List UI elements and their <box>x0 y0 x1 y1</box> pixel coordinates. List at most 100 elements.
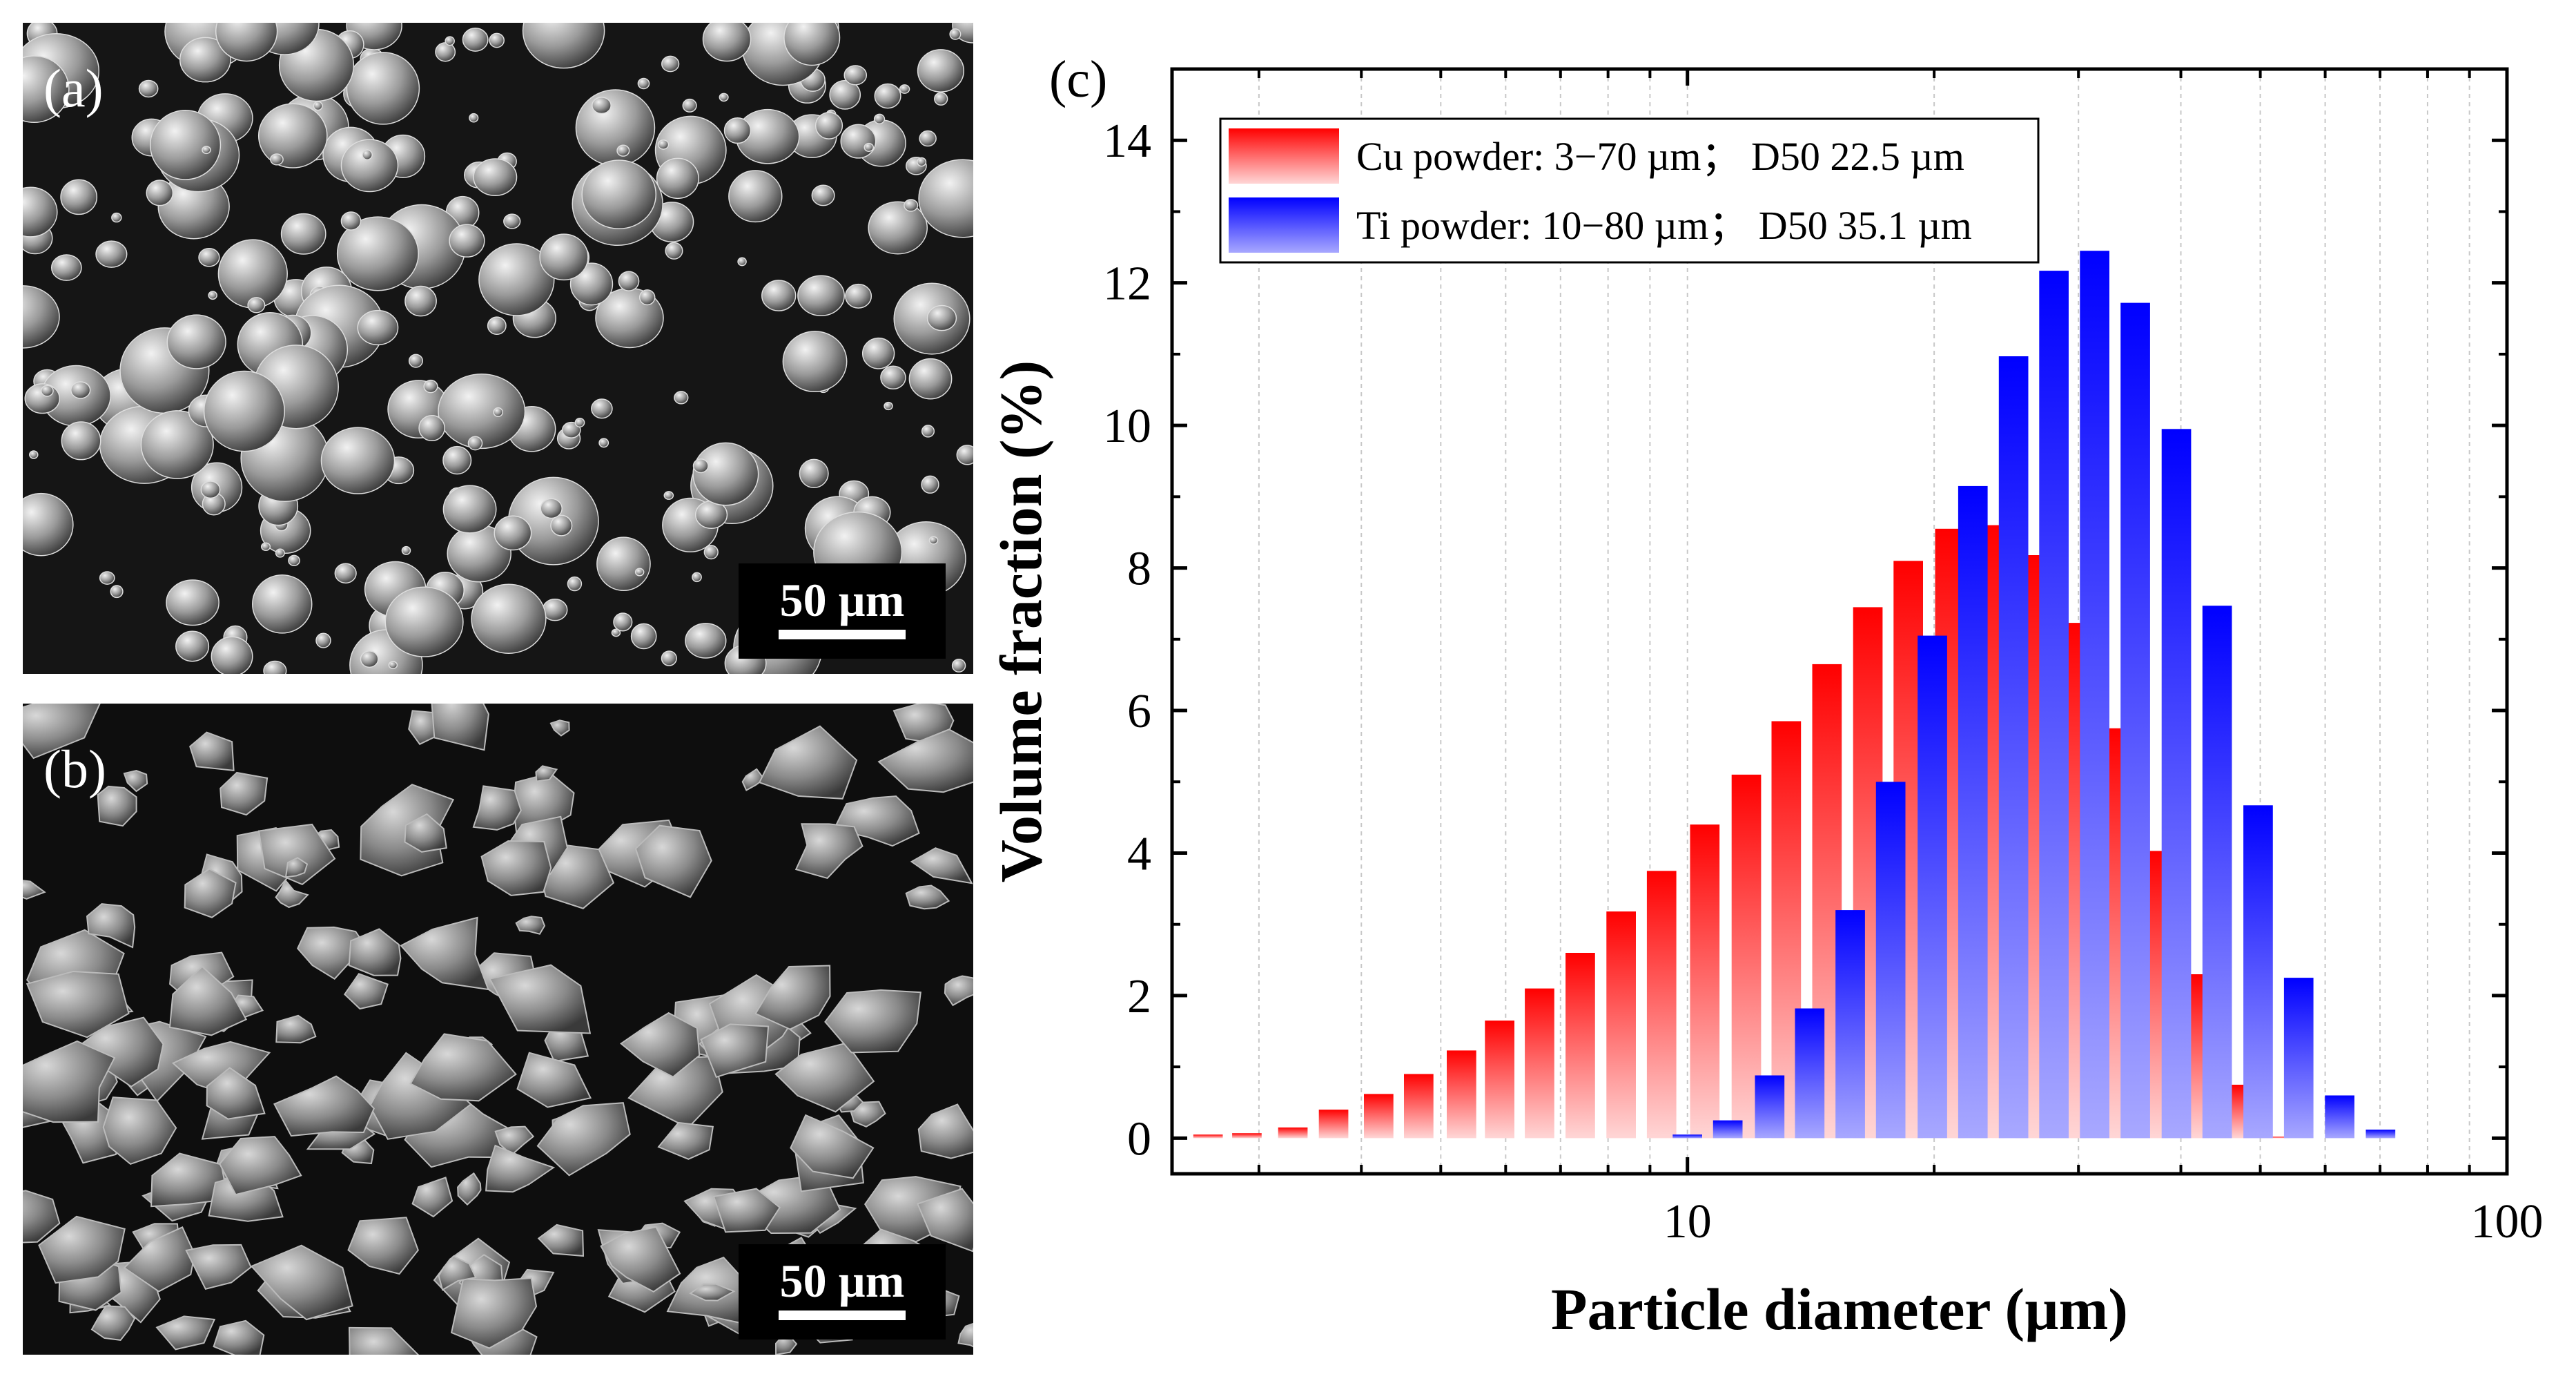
bar-ti <box>1998 356 2029 1139</box>
particle <box>849 1101 886 1128</box>
particle <box>175 630 210 662</box>
particle <box>203 370 285 452</box>
particle <box>275 1014 317 1044</box>
particle <box>630 623 657 650</box>
particle <box>442 445 472 475</box>
particle <box>400 916 489 991</box>
particle <box>257 103 328 168</box>
particle <box>404 285 437 317</box>
particle <box>171 1041 271 1094</box>
panel-label-b: (b) <box>43 739 106 799</box>
particle <box>494 1125 535 1156</box>
particle <box>596 536 651 591</box>
particle <box>797 275 845 316</box>
particle <box>561 421 581 438</box>
particle <box>336 216 419 291</box>
particle <box>921 425 935 438</box>
particle <box>348 928 402 976</box>
particle <box>211 636 253 674</box>
y-tick-label: 0 <box>1127 1112 1151 1166</box>
particle <box>620 1012 701 1078</box>
scale-bar-label-b: 50 µm <box>779 1255 905 1307</box>
particle <box>257 823 336 886</box>
y-tick-label: 4 <box>1127 827 1151 880</box>
particle <box>611 628 621 637</box>
particle <box>918 159 973 238</box>
bar-ti <box>1713 1120 1743 1139</box>
particle <box>485 1144 556 1193</box>
particle <box>723 117 752 144</box>
particle <box>537 1224 585 1257</box>
bar-ti <box>1755 1075 1785 1139</box>
particle <box>247 297 266 313</box>
particle <box>469 113 479 123</box>
bar-ti <box>2039 271 2069 1139</box>
y-tick-label: 12 <box>1103 258 1151 311</box>
particle <box>23 704 101 760</box>
particle <box>102 1096 177 1166</box>
particle <box>908 358 953 400</box>
particle <box>168 965 248 1036</box>
particle <box>110 585 124 599</box>
particle <box>741 768 765 791</box>
particle <box>270 153 284 166</box>
particle <box>471 583 547 654</box>
particle <box>758 725 858 800</box>
particle <box>840 124 877 159</box>
particle <box>592 97 612 115</box>
particle <box>219 771 269 816</box>
particle <box>442 485 497 534</box>
particle <box>23 186 58 238</box>
particle <box>539 233 589 281</box>
particle <box>189 731 235 772</box>
bar-ti <box>2120 302 2150 1139</box>
particle <box>874 83 901 109</box>
particle <box>754 965 831 1030</box>
particle <box>288 554 300 567</box>
particle <box>489 964 592 1034</box>
particle <box>783 23 841 66</box>
particle <box>340 139 399 193</box>
sem-micrograph-irregular <box>23 704 973 1355</box>
particle <box>904 199 919 212</box>
bar-cu <box>1646 871 1677 1139</box>
particle <box>702 23 752 62</box>
particle <box>450 1277 538 1349</box>
particle <box>487 316 507 336</box>
scale-bar-b: 50 µm <box>739 1244 946 1340</box>
particle <box>411 1177 453 1218</box>
particle <box>952 23 973 43</box>
particle <box>921 475 939 494</box>
particle <box>467 436 483 451</box>
particle <box>340 211 362 231</box>
x-tick-label: 10 <box>1663 1195 1712 1248</box>
particle <box>917 49 965 93</box>
particle <box>275 548 285 558</box>
particle <box>320 427 396 494</box>
bar-cu <box>1525 988 1554 1139</box>
particle <box>404 813 447 853</box>
y-tick-label: 10 <box>1103 400 1151 453</box>
particle <box>782 331 848 393</box>
legend-swatch-cu <box>1229 128 1339 184</box>
particle <box>280 213 326 255</box>
particle <box>682 98 697 113</box>
particle <box>824 989 921 1054</box>
particle <box>480 840 552 896</box>
particle <box>215 23 278 62</box>
particle <box>200 481 221 499</box>
scale-bar-label-a: 50 µm <box>779 574 905 626</box>
sem-image-ti-powder: (b) 50 µm <box>23 704 973 1355</box>
particle <box>111 212 122 223</box>
particle <box>692 458 709 474</box>
particle <box>663 491 674 500</box>
particle <box>50 254 82 281</box>
particle <box>719 93 729 102</box>
particle <box>23 285 60 349</box>
legend-label-ti: Ti powder: 10−80 µm； D50 35.1 µm <box>1356 203 1972 248</box>
particle <box>661 650 677 666</box>
bars <box>1193 251 2396 1139</box>
particle <box>774 1042 875 1113</box>
particle <box>712 1188 781 1233</box>
particle <box>408 354 423 368</box>
